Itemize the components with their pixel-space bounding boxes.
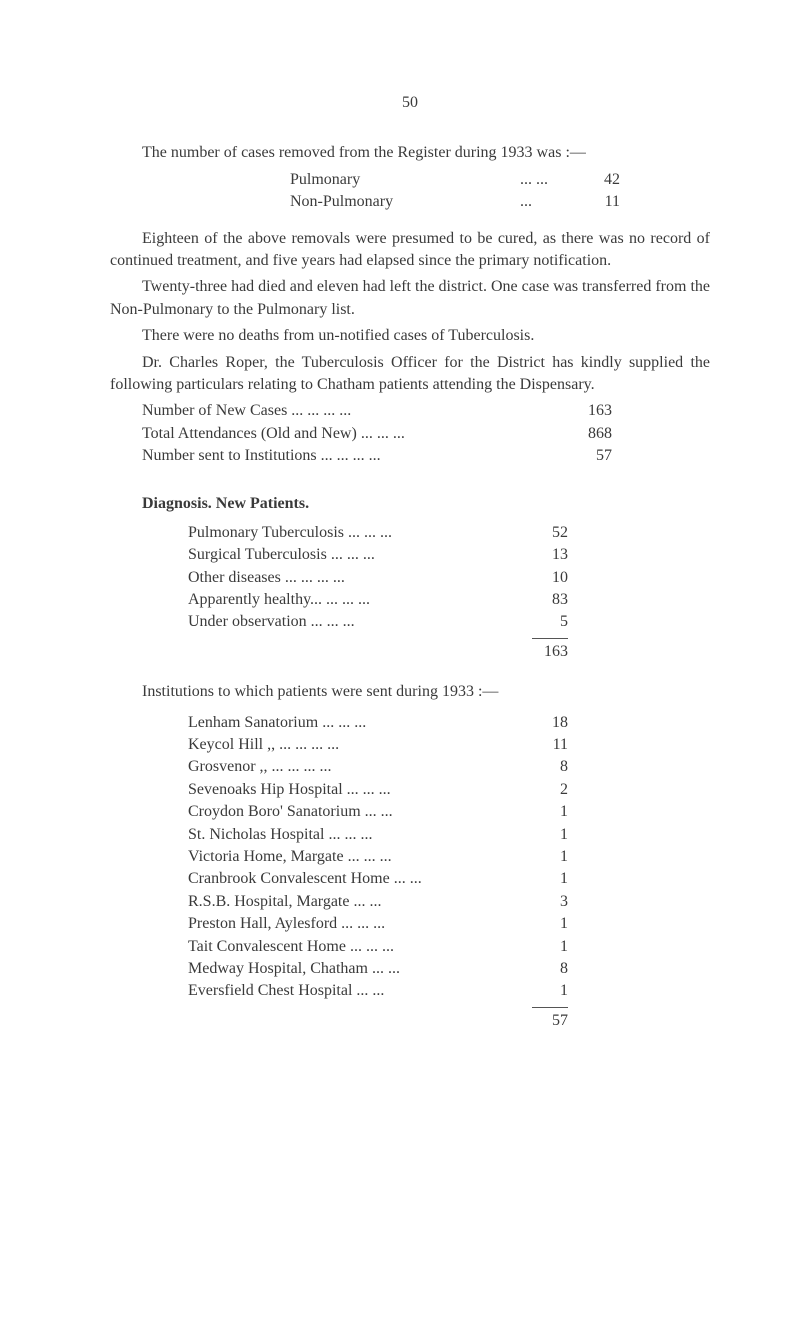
diag-value: 52 [508,522,568,544]
inst-value: 1 [508,868,568,890]
inst-label: Tait Convalescent Home ... ... ... [188,936,508,958]
diagnosis-block: Pulmonary Tuberculosis ... ... ...52 Sur… [188,522,710,663]
inst-total-label [188,1010,508,1032]
dots: ... [520,191,560,213]
institutions-block: Lenham Sanatorium ... ... ...18 Keycol H… [188,712,710,1032]
removal-counts: Pulmonary ... ... 42 Non-Pulmonary ... 1… [290,169,710,214]
inst-total: 57 [508,1010,568,1032]
inst-label: Lenham Sanatorium ... ... ... [188,712,508,734]
diag-total: 163 [508,641,568,663]
paragraph-3: Twenty-three had died and eleven had lef… [110,276,710,321]
pulmonary-label: Pulmonary [290,169,520,191]
diag-label: Under observation ... ... ... [188,611,508,633]
paragraph-2: Eighteen of the above removals were pres… [110,228,710,273]
inst-value: 1 [508,846,568,868]
statistics-block: Number of New Cases ... ... ... ... 163 … [142,400,710,467]
paragraph-1: The number of cases removed from the Reg… [110,142,710,164]
inst-value: 3 [508,891,568,913]
inst-label: Sevenoaks Hip Hospital ... ... ... [188,779,508,801]
diag-value: 5 [508,611,568,633]
inst-value: 2 [508,779,568,801]
diag-label: Apparently healthy... ... ... ... [188,589,508,611]
paragraph-5: Dr. Charles Roper, the Tuberculosis Offi… [110,352,710,397]
inst-label: Grosvenor ,, ... ... ... ... [188,756,508,778]
stat-label: Total Attendances (Old and New) ... ... … [142,423,502,445]
diag-label: Pulmonary Tuberculosis ... ... ... [188,522,508,544]
pulmonary-value: 42 [560,169,620,191]
inst-value: 8 [508,756,568,778]
inst-value: 18 [508,712,568,734]
diag-value: 10 [508,567,568,589]
institutions-intro: Institutions to which patients were sent… [142,681,710,703]
dots: ... ... [520,169,560,191]
inst-value: 1 [508,936,568,958]
inst-value: 11 [508,734,568,756]
inst-label: Eversfield Chest Hospital ... ... [188,980,508,1002]
page-number: 50 [110,92,710,114]
diag-value: 13 [508,544,568,566]
nonpulmonary-value: 11 [560,191,620,213]
diag-label: Other diseases ... ... ... ... [188,567,508,589]
total-rule [532,638,568,639]
total-rule [532,1007,568,1008]
inst-label: St. Nicholas Hospital ... ... ... [188,824,508,846]
stat-value: 868 [542,423,612,445]
inst-label: Croydon Boro' Sanatorium ... ... [188,801,508,823]
inst-label: Preston Hall, Aylesford ... ... ... [188,913,508,935]
inst-label: R.S.B. Hospital, Margate ... ... [188,891,508,913]
diag-value: 83 [508,589,568,611]
inst-value: 1 [508,801,568,823]
inst-label: Cranbrook Convalescent Home ... ... [188,868,508,890]
inst-value: 1 [508,824,568,846]
inst-label: Victoria Home, Margate ... ... ... [188,846,508,868]
stat-label: Number sent to Institutions ... ... ... … [142,445,502,467]
diag-label: Surgical Tuberculosis ... ... ... [188,544,508,566]
inst-value: 1 [508,913,568,935]
stat-label: Number of New Cases ... ... ... ... [142,400,502,422]
paragraph-4: There were no deaths from un-notified ca… [110,325,710,347]
diagnosis-heading: Diagnosis. New Patients. [142,493,710,515]
inst-label: Medway Hospital, Chatham ... ... [188,958,508,980]
inst-label: Keycol Hill ,, ... ... ... ... [188,734,508,756]
inst-value: 8 [508,958,568,980]
diag-total-label [188,641,508,663]
stat-value: 57 [542,445,612,467]
nonpulmonary-label: Non-Pulmonary [290,191,520,213]
stat-value: 163 [542,400,612,422]
inst-value: 1 [508,980,568,1002]
